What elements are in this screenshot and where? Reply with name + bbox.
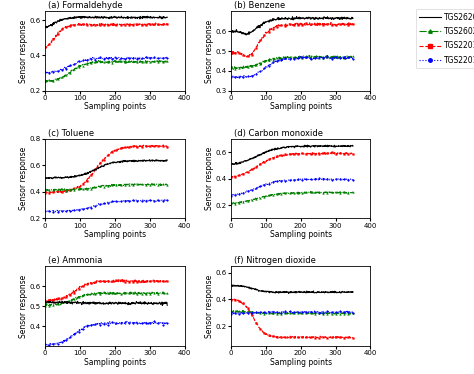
Y-axis label: Sensor response: Sensor response <box>19 275 28 338</box>
X-axis label: Sampling points: Sampling points <box>84 230 146 239</box>
Text: (c) Toluene: (c) Toluene <box>48 129 94 138</box>
Text: (b) Benzene: (b) Benzene <box>234 1 285 10</box>
Y-axis label: Sensor response: Sensor response <box>19 147 28 210</box>
Legend: TGS2620, TGS2602, TGS2201A, TGS2201B: TGS2620, TGS2602, TGS2201A, TGS2201B <box>416 9 474 68</box>
X-axis label: Sampling points: Sampling points <box>270 230 332 239</box>
X-axis label: Sampling points: Sampling points <box>270 358 332 367</box>
Y-axis label: Sensor response: Sensor response <box>205 19 214 83</box>
Text: (d) Carbon monoxide: (d) Carbon monoxide <box>234 129 323 138</box>
X-axis label: Sampling points: Sampling points <box>84 358 146 367</box>
Y-axis label: Sensor response: Sensor response <box>205 147 214 210</box>
Y-axis label: Sensor response: Sensor response <box>19 19 28 83</box>
Y-axis label: Sensor response: Sensor response <box>205 275 214 338</box>
Text: (f) Nitrogen dioxide: (f) Nitrogen dioxide <box>234 257 316 266</box>
Text: (e) Ammonia: (e) Ammonia <box>48 257 102 266</box>
X-axis label: Sampling points: Sampling points <box>84 102 146 111</box>
Text: (a) Formaldehyde: (a) Formaldehyde <box>48 1 122 10</box>
X-axis label: Sampling points: Sampling points <box>270 102 332 111</box>
